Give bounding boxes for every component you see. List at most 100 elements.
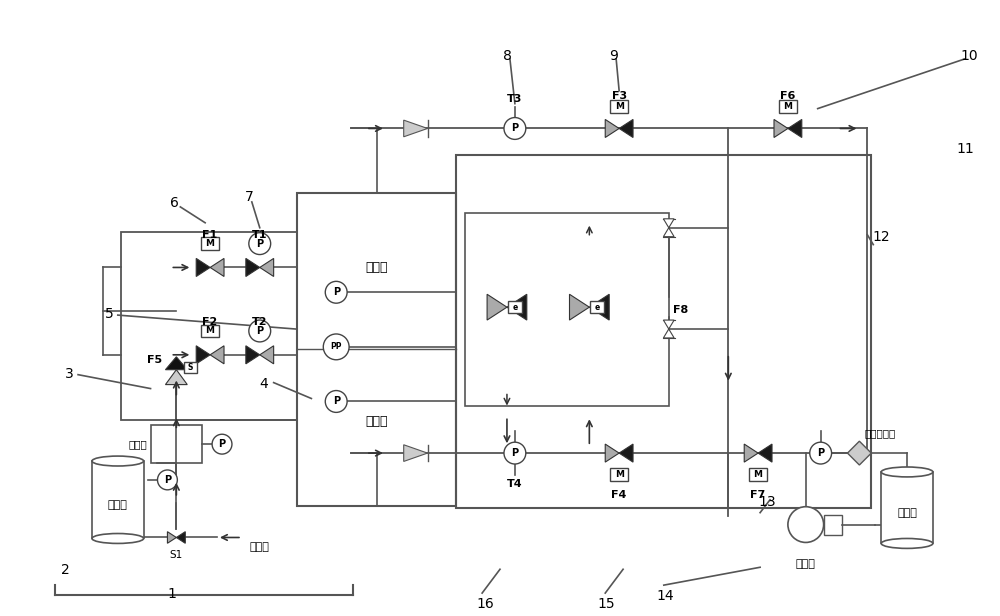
Text: 真空泵: 真空泵 bbox=[796, 559, 816, 569]
Text: P: P bbox=[817, 448, 824, 458]
Text: 上压腔: 上压腔 bbox=[366, 261, 388, 274]
Text: P: P bbox=[256, 326, 263, 336]
Text: M: M bbox=[615, 471, 624, 479]
Polygon shape bbox=[196, 346, 210, 364]
Polygon shape bbox=[246, 259, 260, 277]
Bar bbox=[456, 155, 871, 508]
Polygon shape bbox=[487, 294, 507, 320]
Bar bbox=[151, 425, 202, 463]
Text: P: P bbox=[164, 475, 171, 485]
Polygon shape bbox=[663, 228, 674, 237]
Polygon shape bbox=[605, 444, 619, 462]
Polygon shape bbox=[758, 444, 772, 462]
Circle shape bbox=[323, 334, 349, 360]
Bar bbox=[121, 232, 297, 420]
Circle shape bbox=[249, 233, 271, 254]
Text: 12: 12 bbox=[872, 230, 890, 244]
Bar bbox=[508, 301, 522, 313]
Polygon shape bbox=[210, 346, 224, 364]
Text: T3: T3 bbox=[507, 94, 523, 103]
Text: F1: F1 bbox=[202, 230, 218, 240]
Polygon shape bbox=[165, 357, 187, 370]
Text: 压力罐: 压力罐 bbox=[108, 500, 128, 509]
Bar bbox=[184, 362, 197, 373]
Bar bbox=[881, 472, 933, 543]
Text: P: P bbox=[333, 287, 340, 298]
Text: T2: T2 bbox=[252, 317, 268, 327]
Circle shape bbox=[504, 118, 526, 139]
Bar bbox=[610, 100, 628, 113]
Ellipse shape bbox=[92, 533, 144, 543]
Text: F4: F4 bbox=[611, 490, 627, 500]
Ellipse shape bbox=[881, 538, 933, 548]
Bar bbox=[749, 469, 767, 481]
Text: P: P bbox=[511, 448, 518, 458]
Text: P: P bbox=[256, 238, 263, 249]
Circle shape bbox=[157, 470, 177, 490]
Ellipse shape bbox=[881, 467, 933, 477]
Polygon shape bbox=[619, 120, 633, 137]
Text: F3: F3 bbox=[612, 91, 627, 101]
Text: P: P bbox=[333, 397, 340, 407]
Polygon shape bbox=[167, 532, 176, 543]
Text: M: M bbox=[615, 102, 624, 111]
Text: e: e bbox=[512, 302, 518, 312]
Text: 真空过滤器: 真空过滤器 bbox=[864, 428, 896, 438]
Text: 减压阀: 减压阀 bbox=[129, 439, 147, 449]
Polygon shape bbox=[619, 444, 633, 462]
Text: S: S bbox=[188, 363, 193, 372]
Text: F7: F7 bbox=[750, 490, 766, 500]
Polygon shape bbox=[569, 294, 589, 320]
Text: 7: 7 bbox=[245, 190, 254, 204]
Polygon shape bbox=[196, 259, 210, 277]
Text: 15: 15 bbox=[597, 597, 615, 611]
Polygon shape bbox=[663, 320, 674, 329]
Text: 4: 4 bbox=[260, 376, 269, 391]
Polygon shape bbox=[663, 219, 674, 228]
Polygon shape bbox=[260, 259, 274, 277]
Circle shape bbox=[249, 320, 271, 342]
Ellipse shape bbox=[92, 456, 144, 466]
Bar bbox=[201, 237, 219, 250]
Text: P: P bbox=[511, 123, 518, 134]
Polygon shape bbox=[847, 441, 871, 465]
Text: 10: 10 bbox=[961, 49, 978, 63]
Text: M: M bbox=[206, 326, 215, 336]
Polygon shape bbox=[788, 120, 802, 137]
Text: 真空罐: 真空罐 bbox=[897, 508, 917, 517]
Text: F5: F5 bbox=[147, 355, 162, 365]
Text: 2: 2 bbox=[61, 563, 70, 577]
Text: 下压腔: 下压腔 bbox=[366, 415, 388, 428]
Text: 16: 16 bbox=[476, 597, 494, 611]
Circle shape bbox=[788, 507, 824, 543]
Text: T4: T4 bbox=[507, 479, 523, 489]
Polygon shape bbox=[210, 259, 224, 277]
Polygon shape bbox=[260, 346, 274, 364]
Polygon shape bbox=[744, 444, 758, 462]
Text: S1: S1 bbox=[170, 550, 183, 561]
Bar bbox=[610, 469, 628, 481]
Text: F8: F8 bbox=[673, 305, 688, 315]
Polygon shape bbox=[774, 120, 788, 137]
Text: 14: 14 bbox=[657, 589, 674, 603]
Text: 5: 5 bbox=[105, 307, 114, 321]
Polygon shape bbox=[507, 294, 527, 320]
Circle shape bbox=[325, 391, 347, 412]
Text: F6: F6 bbox=[780, 91, 796, 101]
Polygon shape bbox=[605, 120, 619, 137]
Text: 13: 13 bbox=[758, 495, 776, 509]
Polygon shape bbox=[663, 329, 674, 338]
Text: F2: F2 bbox=[202, 317, 218, 327]
Text: 6: 6 bbox=[170, 196, 179, 210]
Polygon shape bbox=[165, 370, 187, 384]
Polygon shape bbox=[246, 346, 260, 364]
Text: 1: 1 bbox=[167, 587, 176, 601]
Text: 8: 8 bbox=[503, 49, 512, 63]
Text: T1: T1 bbox=[252, 230, 268, 240]
Text: M: M bbox=[206, 239, 215, 248]
Polygon shape bbox=[589, 294, 609, 320]
Bar bbox=[297, 193, 456, 506]
Text: M: M bbox=[754, 471, 763, 479]
Polygon shape bbox=[404, 445, 428, 461]
Circle shape bbox=[504, 442, 526, 464]
